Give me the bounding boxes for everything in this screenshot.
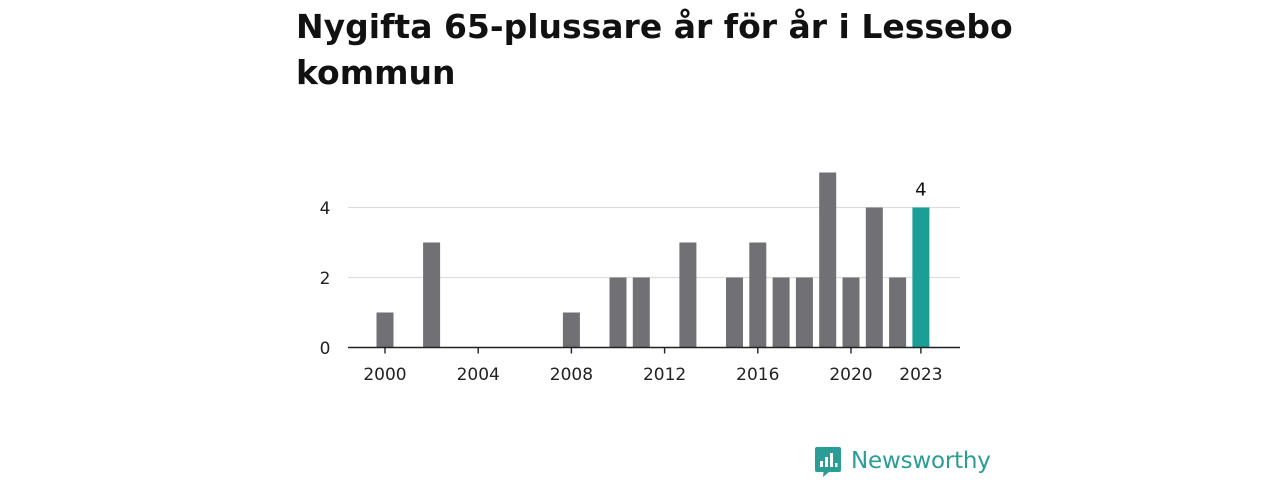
brand-name: Newsworthy [851, 448, 991, 474]
bar-2019 [819, 172, 837, 348]
bar-2010 [609, 277, 627, 348]
bar-2011 [632, 277, 650, 348]
bar-2021 [865, 207, 883, 348]
bar-2008 [562, 312, 580, 348]
bar-2023 [912, 207, 930, 348]
newsworthy-logo-icon [815, 447, 841, 477]
y-tick-label: 2 [320, 269, 331, 289]
chart-title: Nygifta 65-plussare år för år i Lessebo … [296, 7, 1013, 92]
data-label-2023: 4 [915, 180, 926, 201]
x-tick-label: 2023 [899, 365, 942, 385]
x-axis [348, 346, 960, 354]
bar-2013 [679, 242, 697, 348]
brand: Newsworthy [814, 446, 991, 480]
bar-2000 [376, 312, 394, 348]
x-tick-label: 2020 [829, 365, 872, 385]
bar-2015 [726, 277, 743, 348]
bar-2002 [423, 242, 441, 348]
bars [376, 172, 930, 348]
bar-2016 [749, 242, 767, 348]
x-tick-label: 2000 [363, 365, 406, 385]
bar-2022 [889, 277, 907, 348]
x-tick-labels: 2000 2004 2008 2012 2016 2020 2023 [363, 365, 942, 385]
bar-2017 [772, 277, 790, 348]
x-tick-label: 2004 [457, 365, 500, 385]
y-tick-labels: 0 2 4 [320, 199, 331, 359]
x-tick-label: 2012 [643, 365, 686, 385]
annotations: 4 [915, 180, 926, 201]
bar-2020 [842, 277, 860, 348]
x-tick-label: 2016 [736, 365, 779, 385]
bar-2018 [795, 277, 813, 348]
y-tick-label: 0 [320, 339, 331, 359]
y-tick-label: 4 [320, 199, 331, 219]
x-tick-label: 2008 [550, 365, 593, 385]
